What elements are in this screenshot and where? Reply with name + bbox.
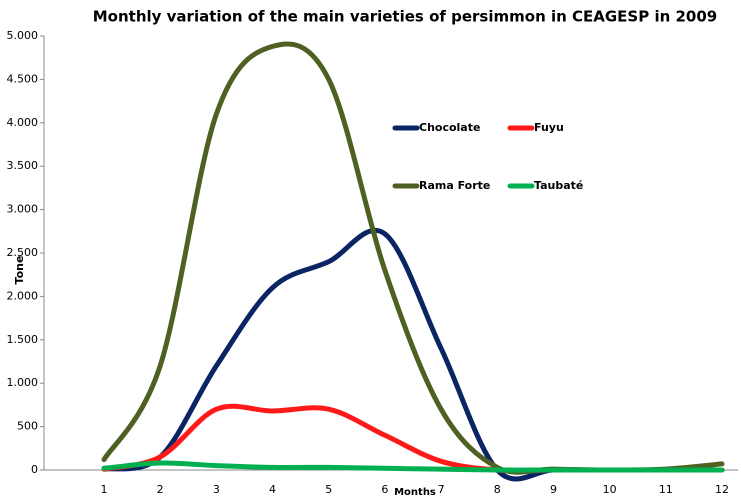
series-line — [101, 227, 725, 482]
legend-label: Rama Forte — [419, 179, 490, 192]
chart-title: Monthly variation of the main varieties … — [93, 8, 718, 26]
x-tick-label: 1 — [101, 483, 108, 496]
legend-label: Chocolate — [419, 121, 480, 134]
x-tick-label: 6 — [381, 483, 388, 496]
x-tick-label: 9 — [550, 483, 557, 496]
y-tick-label: 1.000 — [7, 376, 39, 389]
series-line — [101, 403, 725, 474]
y-tick-label: 4.000 — [7, 116, 39, 129]
series-line — [101, 460, 725, 473]
y-tick-label: 2.000 — [7, 289, 39, 302]
legend-label: Fuyu — [534, 121, 564, 134]
x-tick-label: 5 — [325, 483, 332, 496]
x-tick-label: 8 — [494, 483, 501, 496]
series-line — [101, 41, 725, 475]
x-tick-label: 7 — [438, 483, 445, 496]
y-tick-label: 2.500 — [7, 246, 39, 259]
x-tick-label: 3 — [213, 483, 220, 496]
y-tick-label: 3.000 — [7, 203, 39, 216]
y-tick-label: 1.500 — [7, 333, 39, 346]
y-tick-label: 500 — [17, 420, 38, 433]
legend-label: Taubaté — [534, 179, 583, 192]
x-tick-label: 12 — [715, 483, 729, 496]
y-axis-label: Tone — [13, 256, 26, 285]
x-tick-label: 4 — [269, 483, 276, 496]
x-axis-label: Months — [394, 487, 436, 498]
x-tick-label: 11 — [659, 483, 673, 496]
y-tick-label: 4.500 — [7, 72, 39, 85]
x-tick-label: 2 — [157, 483, 164, 496]
x-tick-label: 10 — [603, 483, 617, 496]
y-tick-label: 0 — [31, 463, 38, 476]
y-tick-label: 3.500 — [7, 159, 39, 172]
y-tick-label: 5.000 — [7, 29, 39, 42]
